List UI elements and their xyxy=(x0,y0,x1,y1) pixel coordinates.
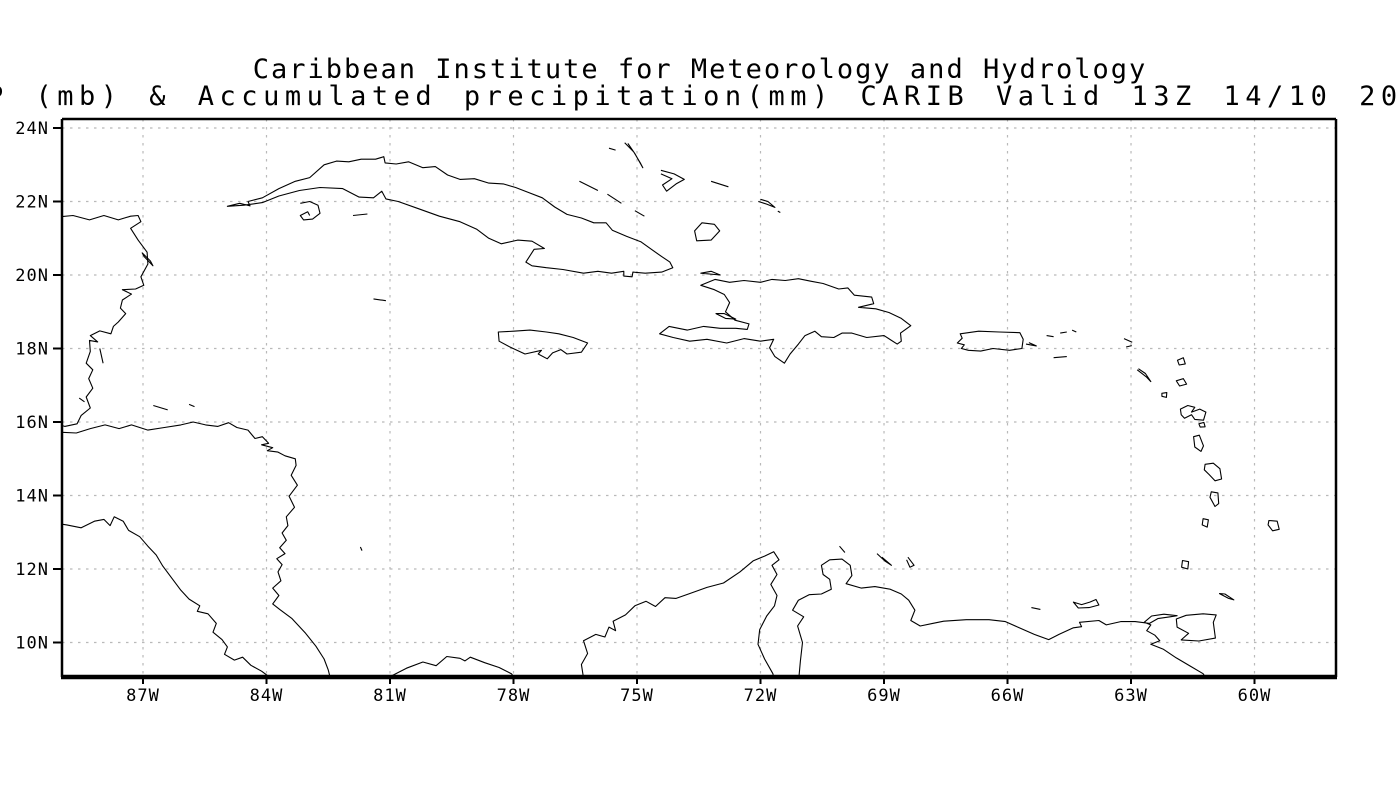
coastline-curacao xyxy=(876,553,892,566)
coastline-yucatan-belize-honduras-nicaragua-coast xyxy=(62,214,331,677)
coastline-montserrat xyxy=(1161,392,1168,398)
coastline-mayaguana xyxy=(710,180,729,188)
coastline-exuma-cay xyxy=(608,147,616,151)
coastline-marie-galante xyxy=(1198,421,1206,428)
coastline-martinique xyxy=(1203,462,1223,482)
x-axis-label: 63W xyxy=(1114,686,1148,706)
coastline-roatan xyxy=(153,404,168,411)
y-axis-label: 16N xyxy=(15,413,49,433)
x-axis-label: 69W xyxy=(867,686,901,706)
x-axis-label: 78W xyxy=(497,686,531,706)
coastline-jamaica xyxy=(497,329,589,360)
coastline-barbados xyxy=(1267,519,1280,532)
coastline-camaguey-keys-3 xyxy=(634,210,645,217)
coastline-tobago xyxy=(1218,593,1235,601)
coastline-crooked-acklins xyxy=(660,169,685,192)
coastline-st-kitts-nevis xyxy=(1136,368,1152,383)
coastline-camaguey-keys-1 xyxy=(579,180,599,191)
figure-title: Caribbean Institute for Meteorology and … xyxy=(252,54,1148,85)
coastline-pacific-central-america-coast xyxy=(62,516,271,677)
coastline-panama-caribbean-coast xyxy=(390,655,515,677)
coastline-tortue xyxy=(700,270,721,276)
coastline-barbuda xyxy=(1176,357,1186,366)
coastline-camaguey-keys-2 xyxy=(607,193,622,204)
coastline-hispaniola xyxy=(659,278,912,364)
figure-subtitle: P (mb) & Accumulated precipitation(mm) C… xyxy=(0,81,1400,112)
coastline-ambergris-caye xyxy=(99,348,104,364)
coastline-grenada xyxy=(1181,559,1190,570)
coastline-great-inagua xyxy=(694,222,721,242)
coastline-belize-cay xyxy=(78,397,85,403)
x-axis-label: 87W xyxy=(126,686,160,706)
coastline-gonave xyxy=(715,313,737,320)
coastline-la-tortuga xyxy=(1031,607,1041,610)
y-axis-label: 22N xyxy=(15,193,49,213)
coastline-cozumel xyxy=(141,252,154,267)
coastline-maracaibo-paraguana-venezuela-coast xyxy=(792,558,1206,677)
x-axis-label: 66W xyxy=(991,686,1025,706)
y-axis-label: 10N xyxy=(15,634,49,654)
coastline-guadeloupe xyxy=(1179,404,1207,421)
x-axis-label: 81W xyxy=(373,686,407,706)
coastline-cayo-largo xyxy=(352,213,368,217)
coastline-aruba xyxy=(839,545,846,553)
coastline-st-martin xyxy=(1125,345,1132,348)
coastline-isla-de-la-juventud xyxy=(299,200,321,221)
coastline-colombia-guajira-coast xyxy=(580,551,780,677)
y-axis-label: 24N xyxy=(15,119,49,139)
coastline-grand-cayman xyxy=(373,298,386,302)
coastline-cuba xyxy=(226,156,674,278)
coastline-margarita xyxy=(1072,598,1100,609)
coastline-turks-caicos xyxy=(758,198,776,208)
coastline-bonaire xyxy=(906,556,915,568)
coastline-dominica xyxy=(1193,434,1205,452)
coastline-st-vincent xyxy=(1201,518,1209,528)
y-axis-label: 18N xyxy=(15,340,49,360)
coastline-anguilla xyxy=(1123,338,1133,343)
coastline-antigua xyxy=(1175,378,1188,387)
coastline-st-lucia xyxy=(1209,491,1220,508)
x-axis-label: 84W xyxy=(250,686,284,706)
coastline-trinidad xyxy=(1175,613,1217,642)
coastline-st-thomas xyxy=(1046,335,1054,338)
x-axis-label: 75W xyxy=(620,686,654,706)
coastline-puerto-rico xyxy=(956,330,1024,352)
coastlines-layer xyxy=(62,142,1280,677)
y-axis-label: 20N xyxy=(15,266,49,286)
y-axis-label: 14N xyxy=(15,487,49,507)
coastline-san-andres xyxy=(359,546,363,551)
coastline-st-croix xyxy=(1053,356,1067,359)
y-axis-label: 12N xyxy=(15,560,49,580)
coastline-guanaja xyxy=(188,403,195,408)
coastline-virgin-gorda xyxy=(1071,329,1077,333)
coastline-turks-dot xyxy=(777,210,781,213)
x-axis-label: 60W xyxy=(1238,686,1272,706)
coastline-long-island-bahamas xyxy=(624,142,644,169)
x-axis-label: 72W xyxy=(744,686,778,706)
coastline-tortola xyxy=(1060,331,1067,334)
coastline-vieques xyxy=(1025,342,1037,347)
